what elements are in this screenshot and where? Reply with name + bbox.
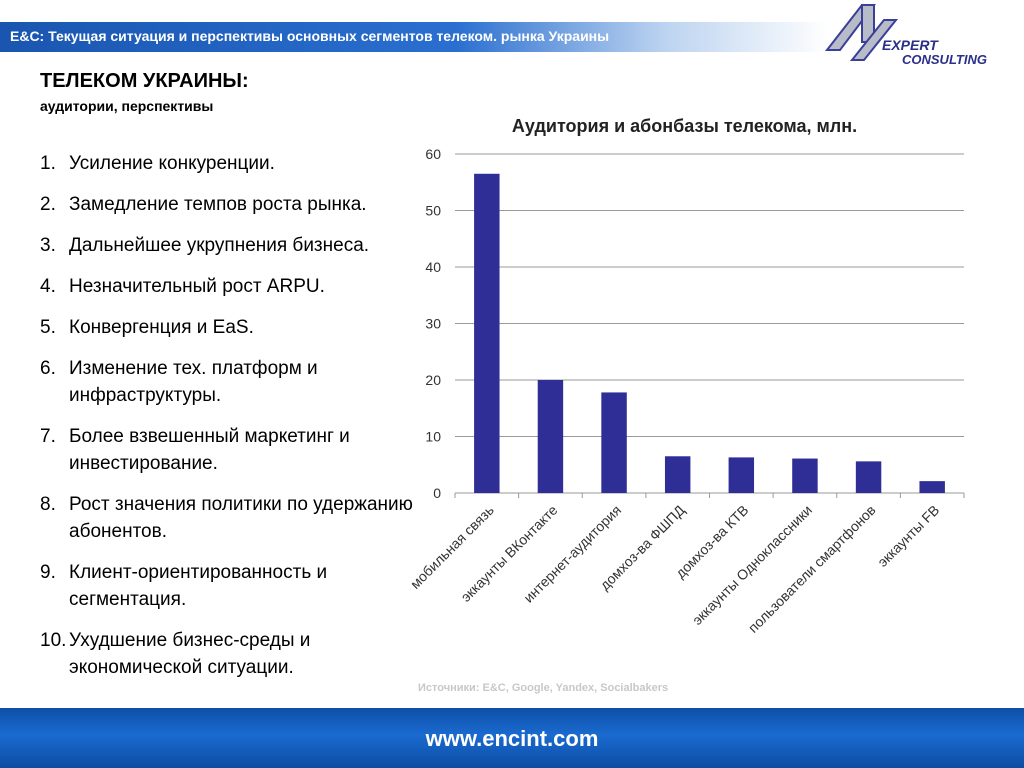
- list-item-text: Клиент-ориентированность и сегментация.: [69, 562, 328, 610]
- section-subtitle: аудитории, перспективы: [40, 98, 214, 114]
- y-tick-label: 40: [425, 259, 441, 275]
- y-tick-label: 20: [425, 372, 441, 388]
- bar: [728, 457, 755, 493]
- source-note: Источники: E&C, Google, Yandex, Socialba…: [418, 682, 669, 694]
- y-tick-label: 60: [425, 146, 441, 162]
- section-title: ТЕЛЕКОМ УКРАИНЫ:: [40, 70, 249, 92]
- bar: [855, 461, 882, 493]
- header-title: E&C: Текущая ситуация и перспективы осно…: [10, 28, 610, 44]
- chart-title: Аудитория и абонбазы телекома, млн.: [512, 116, 857, 136]
- list-item-text: Незначительный рост ARPU.: [69, 276, 325, 297]
- list-item-text: Дальнейшее укрупнения бизнеса.: [69, 235, 370, 256]
- header-bar: E&C: Текущая ситуация и перспективы осно…: [0, 22, 830, 52]
- list-item-number: 9.: [40, 562, 56, 583]
- category-label: эккаунты FB: [874, 502, 942, 570]
- y-tick-label: 10: [425, 429, 441, 445]
- logo-line2: CONSULTING: [902, 52, 987, 67]
- bar: [601, 392, 627, 493]
- list-item-number: 7.: [40, 426, 56, 447]
- list-item: 3. Дальнейшее укрупнения бизнеса.: [40, 232, 430, 259]
- list-item-number: 3.: [40, 235, 56, 256]
- list-item: 4. Незначительный рост ARPU.: [40, 273, 430, 300]
- list-item-text: Рост значения политики по удержанию абон…: [69, 494, 413, 542]
- list-item: 2. Замедление темпов роста рынка.: [40, 191, 430, 218]
- y-tick-label: 30: [425, 316, 441, 332]
- list-item-number: 4.: [40, 276, 56, 297]
- footer-bar: www.encint.com: [0, 708, 1024, 768]
- expert-consulting-logo: EXPERT CONSULTING: [824, 4, 987, 67]
- list-item-text: Более взвешенный маркетинг и инвестирова…: [69, 426, 350, 474]
- list-item-text: Ухудшение бизнес-среды и экономической с…: [69, 630, 311, 678]
- list-item-number: 1.: [40, 153, 56, 174]
- points-list: 1. Усиление конкуренции. 2. Замедление тем…: [40, 150, 430, 695]
- list-item: 10. Ухудшение бизнес-среды и экономическо…: [40, 627, 430, 681]
- list-item-number: 6.: [40, 358, 56, 379]
- y-tick-label: 0: [433, 485, 441, 501]
- list-item-text: Конвергенция и EaS.: [69, 317, 254, 338]
- list-item: 8. Рост значения политики по удержанию аб…: [40, 491, 430, 545]
- y-tick-label: 50: [425, 203, 441, 219]
- list-item: 7. Более взвешенный маркетинг и инвестиро…: [40, 423, 430, 477]
- list-item: 5. Конвергенция и EaS.: [40, 314, 430, 341]
- list-item: 9. Клиент-ориентированность и сегментация…: [40, 559, 430, 613]
- list-item-text: Замедление темпов роста рынка.: [69, 194, 367, 215]
- audience-bar-chart: Аудитория и абонбазы телекома, млн. 0 10 20…: [407, 116, 965, 636]
- list-item: 6. Изменение тех. платформ и инфраструкту…: [40, 355, 430, 409]
- bar: [537, 380, 564, 493]
- list-item-number: 2.: [40, 194, 56, 215]
- bar: [792, 458, 818, 493]
- list-item-text: Изменение тех. платформ и инфраструктуры…: [69, 358, 318, 406]
- list-item: 1. Усиление конкуренции.: [40, 150, 430, 177]
- category-label: пользователи смартфонов: [745, 502, 879, 636]
- list-item-text: Усиление конкуренции.: [69, 153, 275, 174]
- footer-url[interactable]: www.encint.com: [425, 726, 599, 751]
- list-item-number: 10.: [40, 630, 67, 651]
- logo-line1: EXPERT: [882, 37, 939, 53]
- list-item-number: 5.: [40, 317, 56, 338]
- category-label: эккаунты Одноклассники: [689, 502, 815, 628]
- bar: [919, 481, 945, 493]
- list-item-number: 8.: [40, 494, 56, 515]
- bar: [474, 173, 500, 493]
- bar: [664, 456, 691, 493]
